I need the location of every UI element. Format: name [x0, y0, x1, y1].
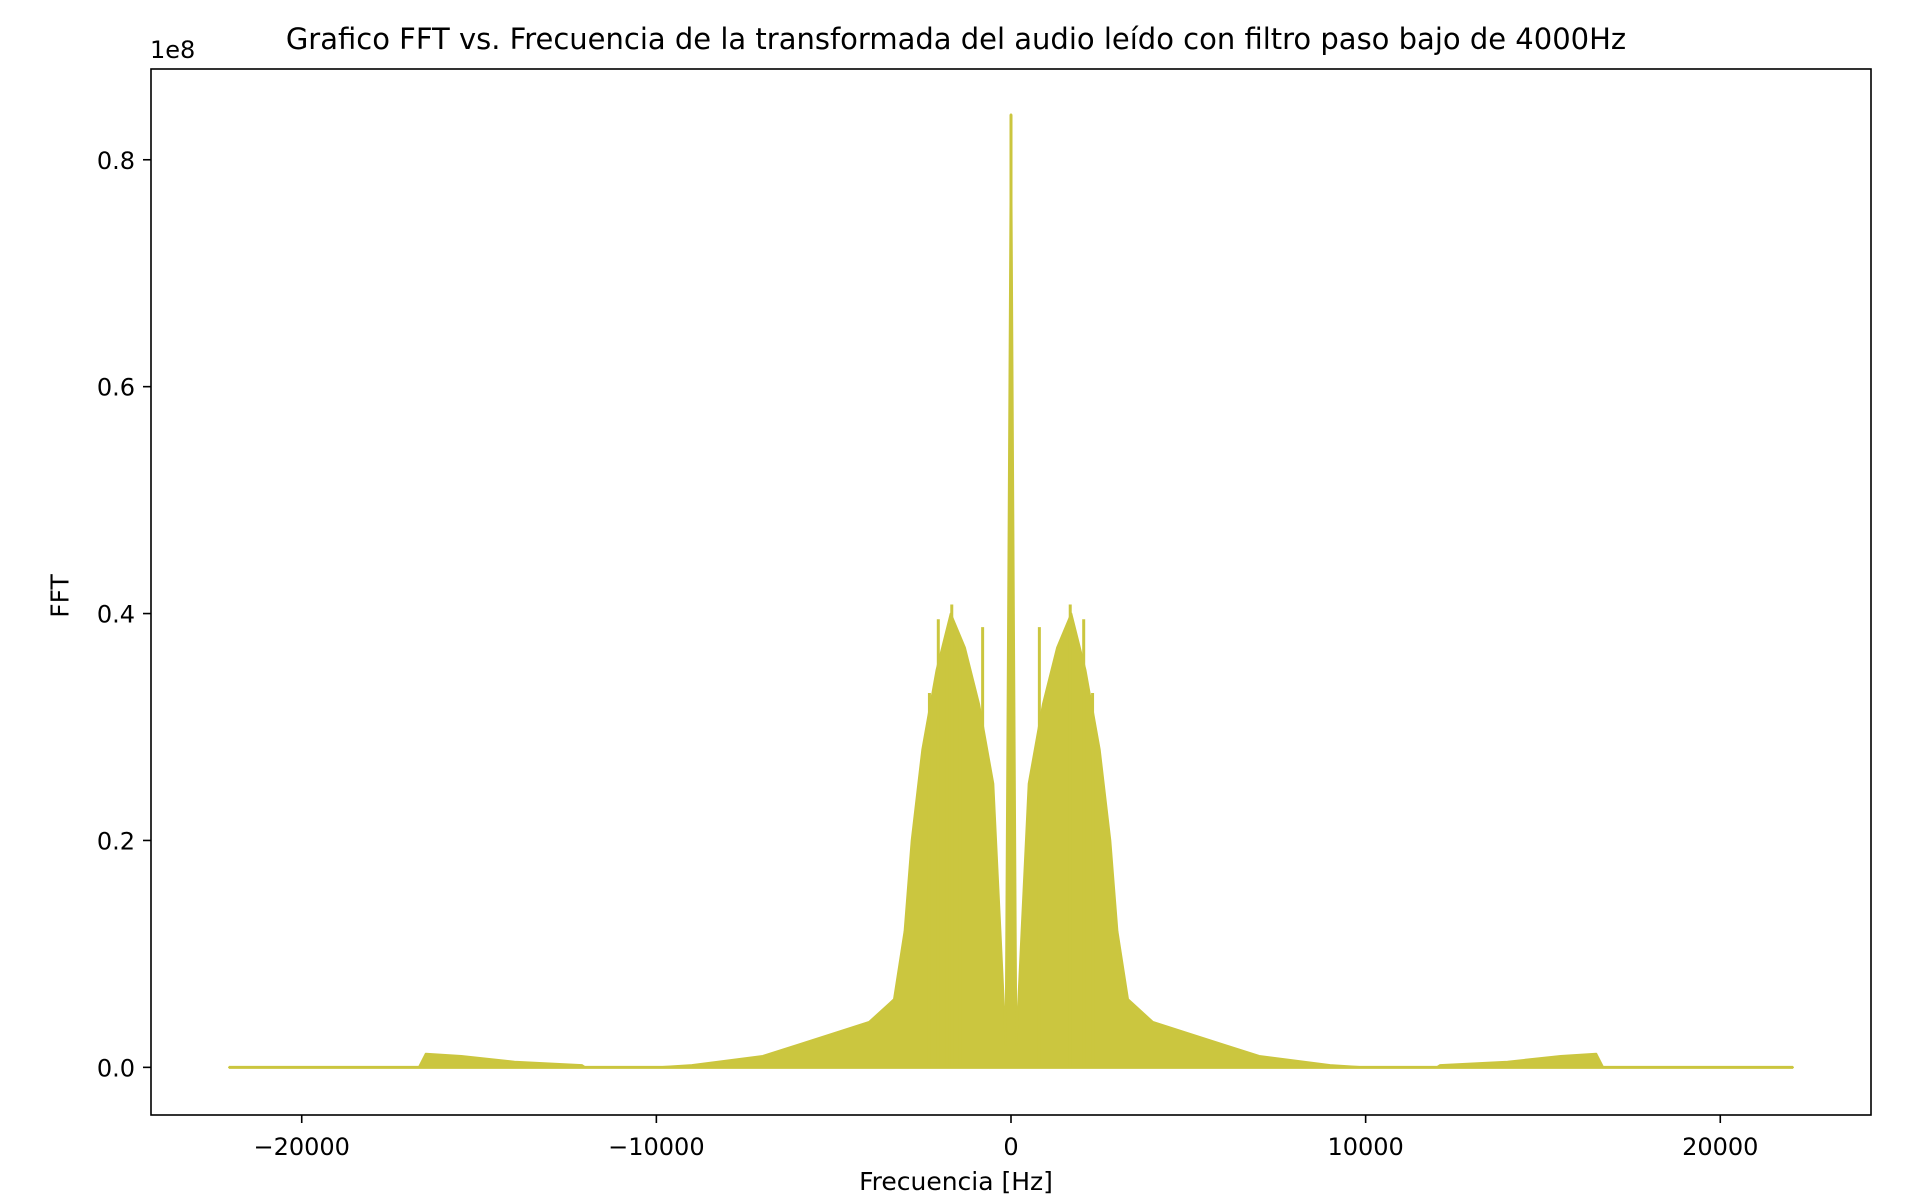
y-tick-label: 0.2 — [97, 827, 135, 855]
y-tick-label: 0.0 — [97, 1054, 135, 1082]
x-tick-label: 20000 — [1682, 1133, 1758, 1161]
x-tick-label: 10000 — [1327, 1133, 1403, 1161]
x-tick-label: −10000 — [608, 1133, 704, 1161]
x-tick-label: −20000 — [253, 1133, 349, 1161]
y-tick-label: 0.8 — [97, 147, 135, 175]
x-axis-label: Frecuencia [Hz] — [859, 1167, 1053, 1196]
chart-title: Grafico FFT vs. Frecuencia de la transfo… — [285, 22, 1627, 56]
y-tick-label: 0.6 — [97, 374, 135, 402]
x-tick-label: 0 — [1003, 1133, 1018, 1161]
y-tick-label: 0.4 — [97, 601, 135, 629]
y-axis-offset-label: 1e8 — [150, 36, 196, 64]
